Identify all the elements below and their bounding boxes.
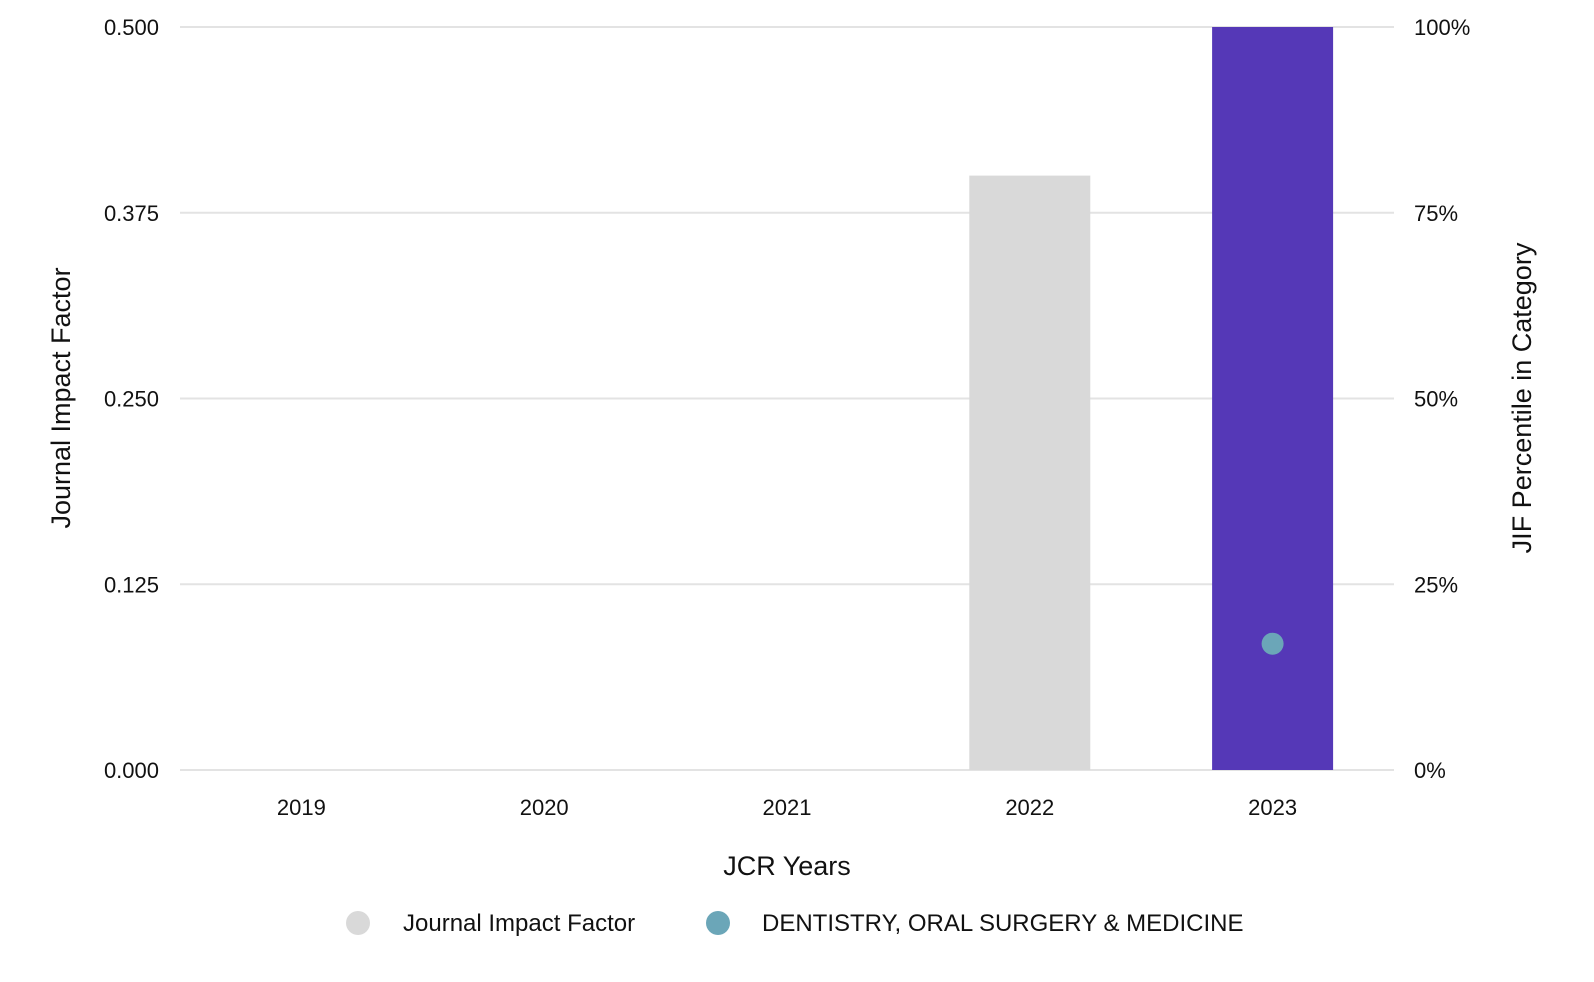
- left-y-tick-labels: 0.000 0.125 0.250 0.375 0.500: [104, 15, 159, 783]
- y-tick-label-right: 50%: [1414, 387, 1458, 412]
- percentile-point-2023[interactable]: [1261, 632, 1284, 655]
- y-axis-title-left: Journal Impact Factor: [46, 267, 76, 528]
- y-tick-label-left: 0.375: [104, 201, 159, 226]
- y-tick-label-right: 100%: [1414, 15, 1470, 40]
- y-tick-label-left: 0.250: [104, 387, 159, 412]
- y-axis-title-right: JIF Percentile in Category: [1507, 242, 1537, 553]
- x-tick-label: 2021: [763, 795, 812, 820]
- y-tick-label-right: 0%: [1414, 758, 1446, 783]
- bar-2022[interactable]: [969, 175, 1091, 771]
- x-axis-title: JCR Years: [723, 851, 851, 881]
- x-tick-labels: 2019 2020 2021 2022 2023: [277, 795, 1297, 820]
- x-tick-label: 2020: [520, 795, 569, 820]
- bar-2023[interactable]: [1212, 27, 1334, 770]
- legend-swatch-category: [706, 911, 730, 935]
- legend: Journal Impact Factor DENTISTRY, ORAL SU…: [346, 910, 1243, 937]
- percentile-points: [1261, 632, 1284, 655]
- x-tick-label: 2019: [277, 795, 326, 820]
- y-tick-label-left: 0.000: [104, 758, 159, 783]
- legend-label-jif: Journal Impact Factor: [403, 910, 635, 937]
- y-tick-label-left: 0.500: [104, 15, 159, 40]
- gridlines: [180, 26, 1394, 771]
- y-tick-label-right: 75%: [1414, 201, 1458, 226]
- x-tick-label: 2023: [1248, 795, 1297, 820]
- x-tick-label: 2022: [1005, 795, 1054, 820]
- legend-label-category: DENTISTRY, ORAL SURGERY & MEDICINE: [762, 910, 1243, 937]
- y-tick-label-right: 25%: [1414, 572, 1458, 597]
- y-tick-label-left: 0.125: [104, 572, 159, 597]
- right-y-tick-labels: 0% 25% 50% 75% 100%: [1414, 15, 1470, 783]
- legend-swatch-jif: [346, 911, 370, 935]
